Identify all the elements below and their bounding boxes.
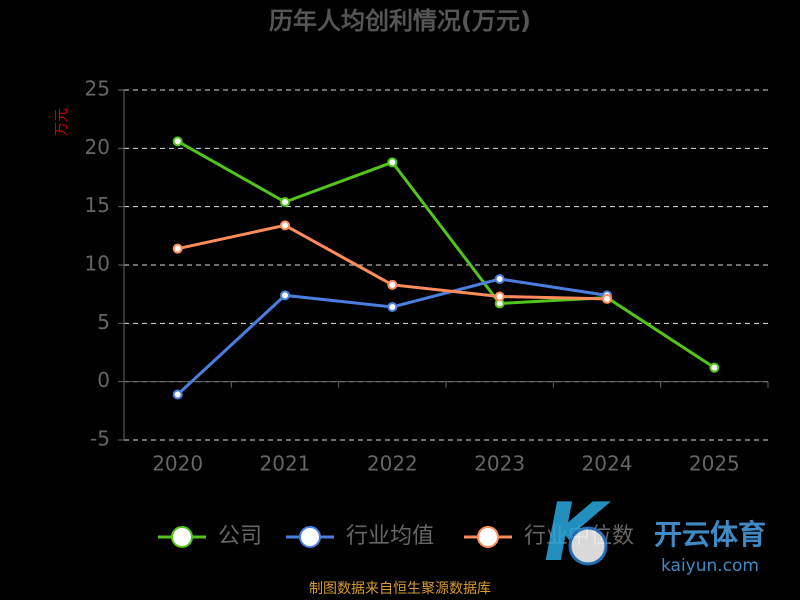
x-tick-label: 2023	[474, 452, 525, 476]
data-point	[280, 220, 290, 231]
y-tick-label: 25	[85, 77, 110, 101]
legend-label: 公司	[218, 524, 262, 549]
watermark-ball	[568, 526, 608, 566]
legend-label: 行业均值	[346, 524, 434, 549]
watermark-brand: 开云体育	[654, 518, 766, 551]
data-point	[494, 274, 505, 284]
y-tick-label: -5	[90, 427, 110, 451]
legend-marker	[171, 526, 193, 548]
data-point	[172, 136, 183, 147]
y-tick-label: 10	[85, 252, 110, 276]
x-tick-label: 2022	[367, 452, 418, 476]
y-tick-label: 15	[85, 193, 110, 217]
watermark-site: kaiyun.com	[661, 556, 759, 576]
data-point	[494, 291, 505, 302]
x-tick-label: 2025	[689, 452, 740, 476]
legend-marker	[299, 526, 321, 548]
x-tick-label: 2024	[582, 452, 633, 476]
data-point	[387, 302, 398, 312]
data-point	[709, 362, 720, 373]
series-line	[176, 140, 716, 369]
data-point	[387, 279, 398, 290]
data-point	[280, 290, 290, 301]
data-point	[387, 157, 398, 168]
watermark: K 开云体育 kaiyun.com	[544, 486, 766, 579]
x-tick-label: 2021	[260, 452, 311, 476]
y-tick-label: 20	[85, 135, 110, 159]
data-point	[172, 243, 183, 254]
data-point	[172, 389, 183, 400]
y-axis-label: 万元	[54, 108, 70, 136]
legend-marker	[477, 526, 499, 548]
data-point	[280, 197, 290, 207]
chart-title: 历年人均创利情况(万元)	[269, 7, 531, 35]
y-tick-label: 5	[97, 310, 110, 334]
source-note: 制图数据来自恒生聚源数据库	[309, 581, 491, 597]
data-point	[602, 293, 612, 304]
y-tick-label: 0	[97, 368, 110, 392]
x-tick-label: 2020	[152, 452, 203, 476]
